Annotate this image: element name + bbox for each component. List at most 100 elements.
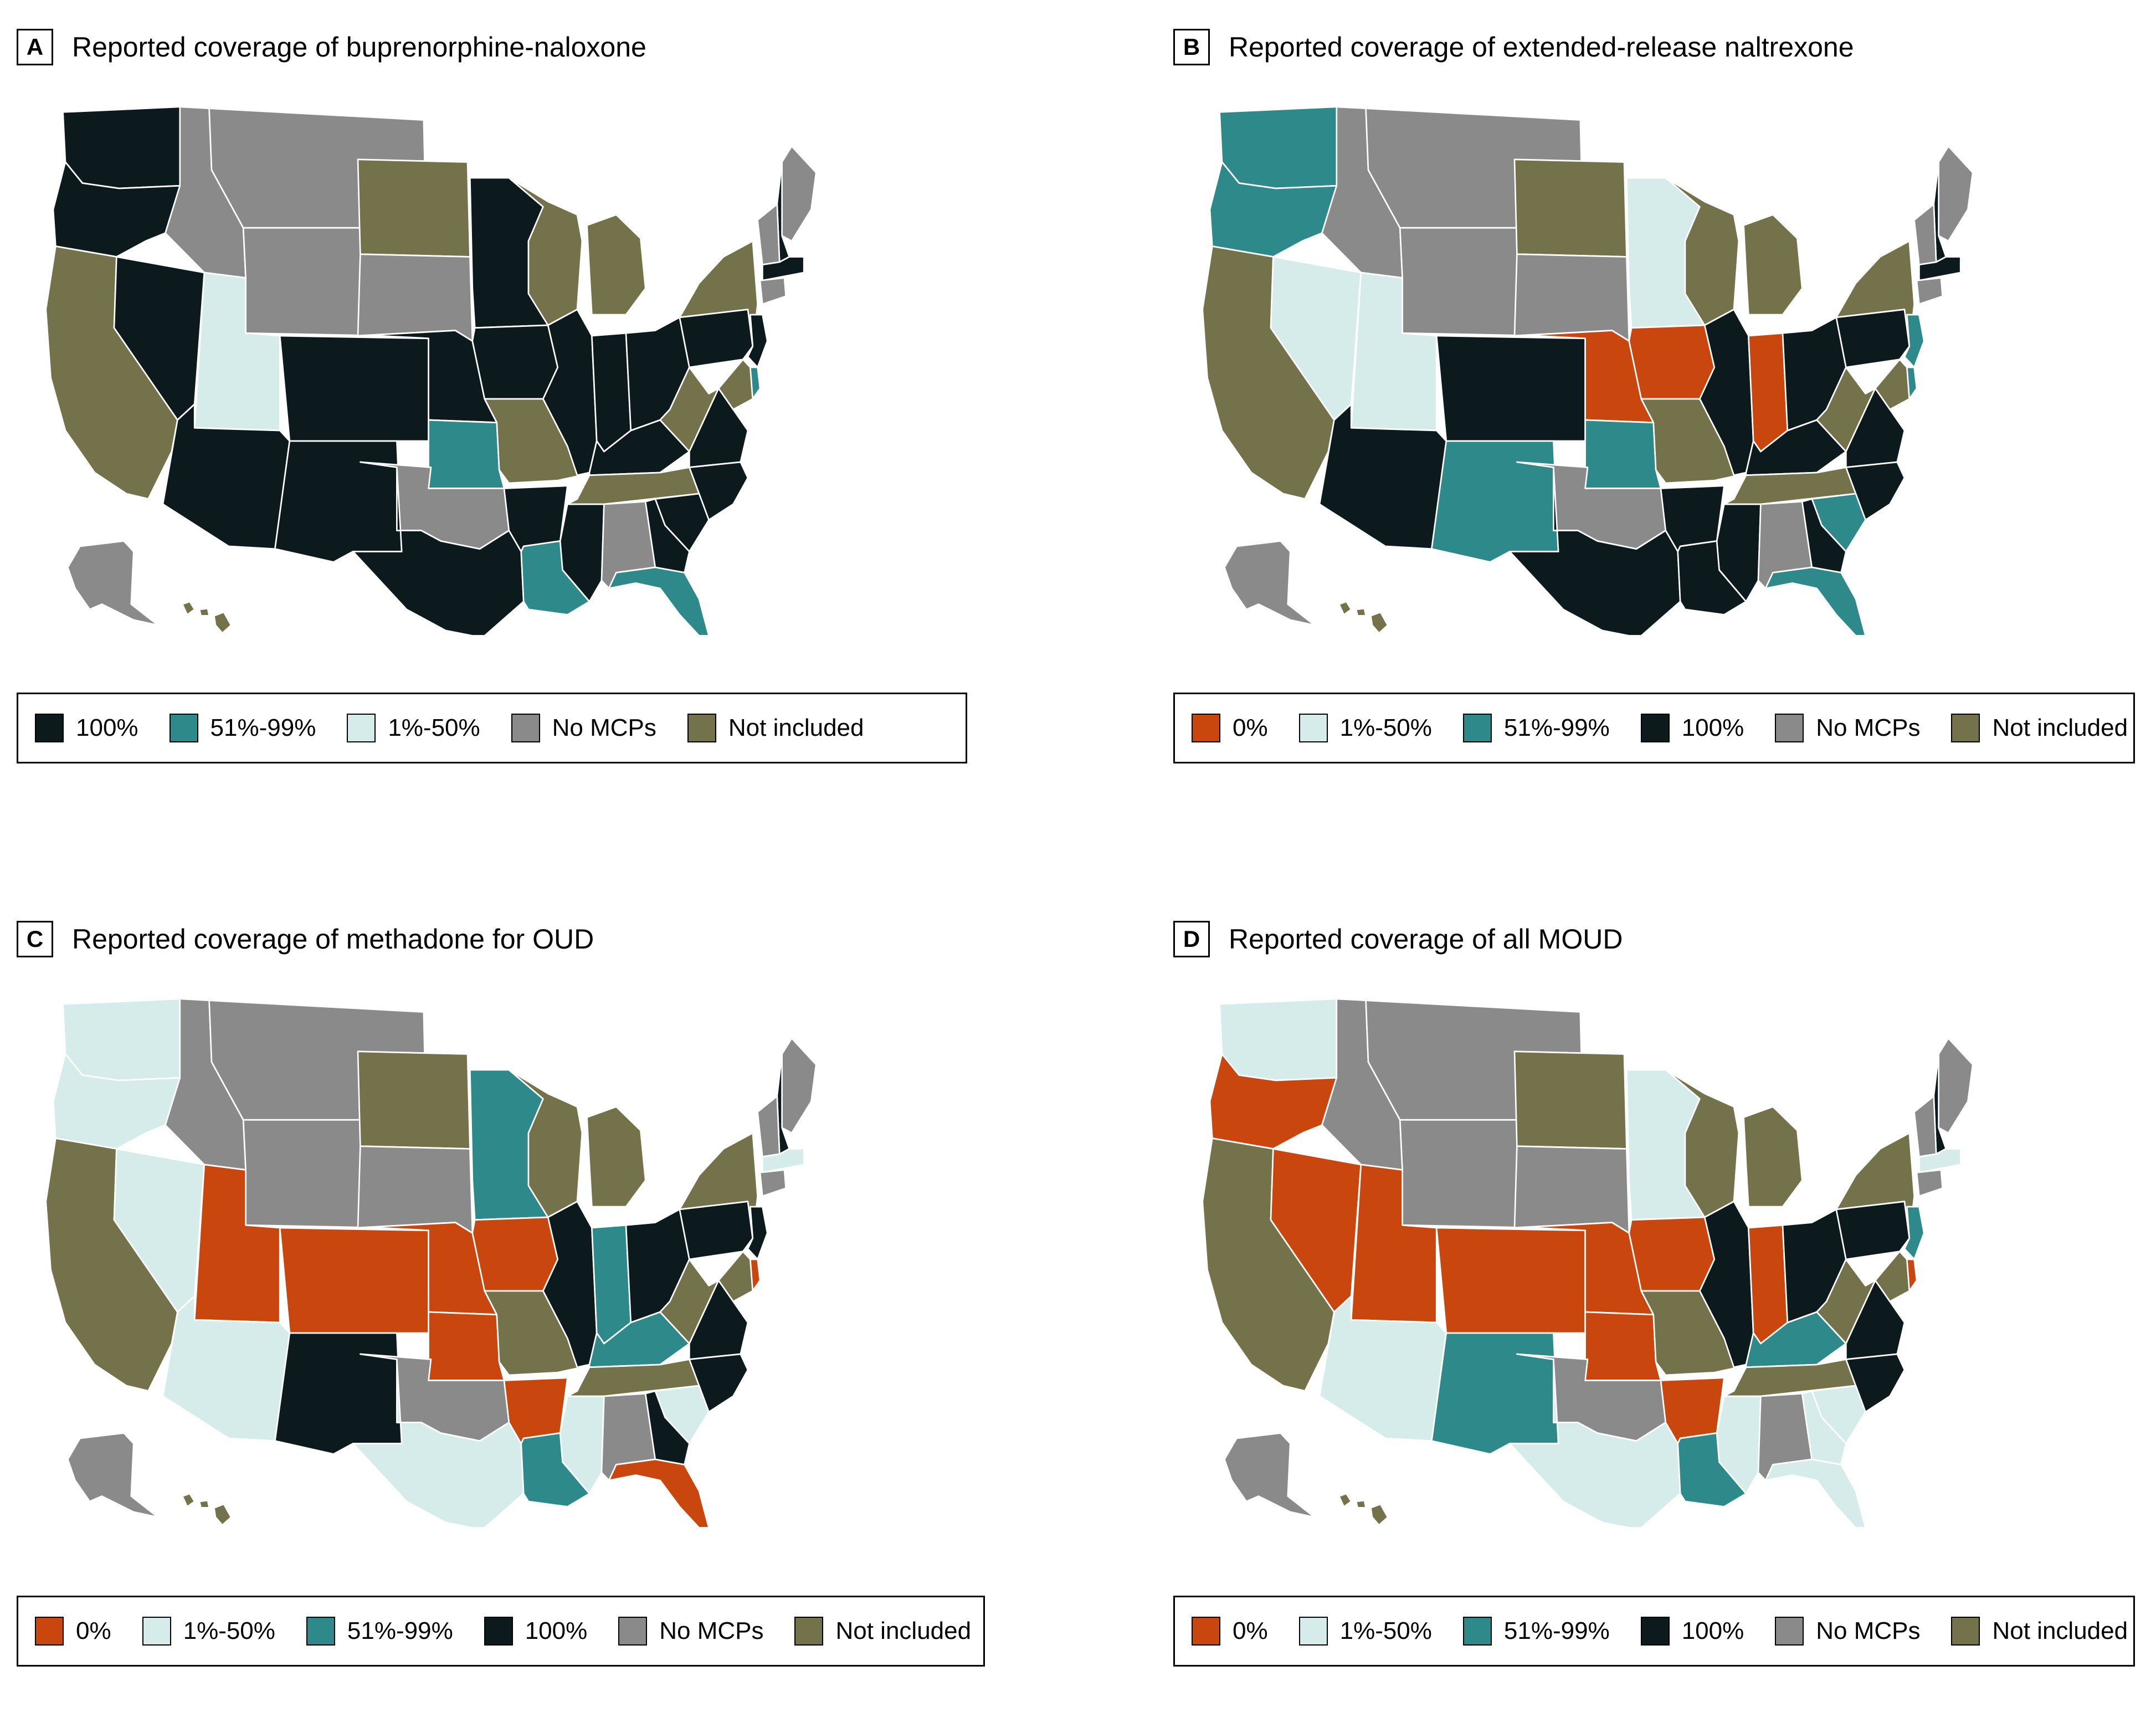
state-pa [1835, 1201, 1911, 1260]
legend-item-low: 1%-50% [1298, 714, 1432, 742]
legend-item-notincl: Not included [794, 1617, 971, 1646]
state-ia [471, 1216, 559, 1292]
legend-swatch [1192, 714, 1220, 742]
legend-swatch [1951, 714, 1980, 742]
us-map [45, 998, 817, 1529]
panel-c: C Reported coverage of methadone for OUD… [17, 920, 1014, 1712]
state-fl [608, 566, 710, 637]
state-co [1435, 1227, 1586, 1334]
state-wa [62, 998, 181, 1081]
state-or [1209, 1053, 1338, 1150]
legend-item-full: 100% [484, 1617, 587, 1646]
legend-item-notincl: Not included [1951, 1617, 2128, 1646]
state-mi [1743, 214, 1803, 316]
state-ia [1628, 324, 1716, 400]
state-ct [759, 277, 787, 305]
state-hi [1338, 601, 1389, 634]
legend-label: 1%-50% [1339, 714, 1432, 741]
legend-label: 51%-99% [347, 1617, 453, 1644]
panel-letter: A [17, 29, 53, 65]
legend: 0% 1%-50% 51%-99% 100% No MCPs Not included [1173, 693, 2135, 763]
state-de [1906, 366, 1918, 400]
state-tx [352, 467, 525, 637]
legend-label: No MCPs [659, 1617, 764, 1644]
legend-swatch [484, 1617, 513, 1646]
legend-swatch [1298, 714, 1328, 742]
state-il [542, 309, 598, 476]
legend-label: 51%-99% [1503, 714, 1610, 741]
state-or [1209, 161, 1338, 258]
state-sd [1513, 1145, 1630, 1234]
state-or [52, 161, 181, 258]
state-il [542, 1201, 598, 1368]
state-nd [357, 1050, 471, 1150]
panel-header: C Reported coverage of methadone for OUD [17, 920, 594, 958]
state-fl [1764, 566, 1866, 637]
state-in [1748, 1224, 1789, 1345]
state-co [279, 1227, 429, 1334]
legend-swatch [511, 714, 540, 742]
state-hi [181, 601, 232, 634]
state-co [1435, 335, 1586, 442]
state-ks [1584, 1311, 1662, 1381]
legend-swatch [306, 1617, 335, 1646]
legend-label: 100% [1681, 714, 1744, 741]
state-vt [1913, 203, 1937, 266]
legend-label: Not included [728, 714, 864, 741]
state-me [781, 1037, 817, 1134]
states-layer [45, 998, 817, 1529]
us-map [45, 106, 817, 637]
legend-item-low: 1%-50% [142, 1617, 275, 1646]
state-nd [1513, 1050, 1628, 1150]
state-pa [1835, 309, 1911, 368]
state-il [1699, 1201, 1754, 1368]
legend-item-nomcp: No MCPs [511, 714, 656, 742]
legend-label: 0% [1233, 1617, 1268, 1644]
state-tx [1508, 1359, 1681, 1529]
legend-label: No MCPs [1816, 1617, 1921, 1644]
legend-item-zero: 0% [1192, 1617, 1268, 1646]
legend: 0% 1%-50% 51%-99% 100% No MCPs Not included [1173, 1596, 2135, 1667]
state-vt [757, 203, 781, 266]
legend-swatch [347, 714, 376, 742]
legend-swatch [687, 714, 716, 742]
state-il [1699, 309, 1754, 476]
state-in [591, 1224, 632, 1345]
state-hi [181, 1493, 232, 1526]
legend: 0% 1%-50% 51%-99% 100% No MCPs Not included [17, 1596, 985, 1667]
state-nd [357, 158, 471, 258]
panel-header: D Reported coverage of all MOUD [1173, 920, 1623, 958]
legend-label: 100% [1681, 1617, 1744, 1644]
state-wa [62, 106, 181, 189]
state-tx [1508, 467, 1681, 637]
state-ct [759, 1169, 787, 1197]
state-me [1938, 145, 1974, 242]
panel-b: B Reported coverage of extended-release … [1173, 28, 2156, 820]
state-tx [352, 1359, 525, 1529]
panel-title: Reported coverage of buprenorphine-nalox… [72, 32, 646, 63]
state-ak [1224, 540, 1316, 626]
state-nd [1513, 158, 1628, 258]
state-vt [1913, 1095, 1937, 1158]
legend-label: Not included [835, 1617, 972, 1644]
panel-header: B Reported coverage of extended-release … [1173, 28, 1854, 66]
legend-item-low: 1%-50% [347, 714, 480, 742]
state-nm [274, 440, 403, 563]
panel-a: A Reported coverage of buprenorphine-nal… [17, 28, 1014, 820]
legend-label: 0% [1233, 714, 1268, 741]
legend-swatch [35, 714, 64, 742]
us-map [1202, 998, 1974, 1529]
panel-letter: C [17, 921, 53, 957]
state-ny [1835, 1132, 1915, 1239]
legend-item-full: 100% [1640, 1617, 1744, 1646]
state-ny [1835, 240, 1915, 347]
state-ny [679, 1132, 758, 1239]
state-sd [1513, 253, 1630, 342]
legend-swatch [1298, 1617, 1328, 1646]
legend-swatch [35, 1617, 64, 1646]
legend-item-nomcp: No MCPs [618, 1617, 763, 1646]
legend-swatch [169, 714, 198, 742]
legend-swatch [1951, 1617, 1980, 1646]
state-ks [428, 419, 505, 489]
state-mi [586, 214, 646, 316]
